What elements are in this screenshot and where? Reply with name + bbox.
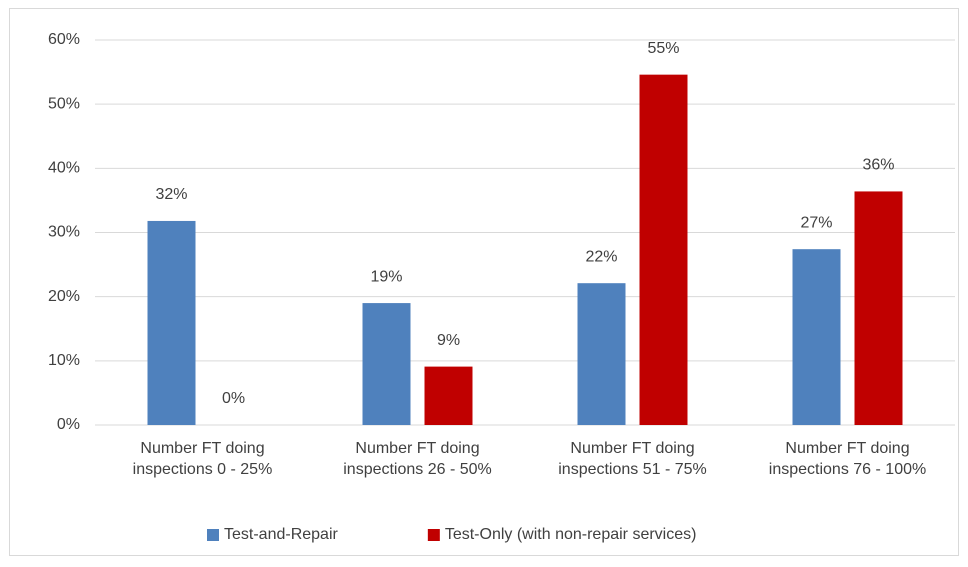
bar (577, 283, 626, 425)
bar (792, 249, 841, 425)
x-tick-label: Number FT doing inspections 26 - 50% (343, 440, 492, 478)
bar (362, 303, 411, 425)
data-label: 36% (862, 157, 894, 174)
x-tick-label: Number FT doing inspections 51 - 75% (558, 440, 707, 478)
data-label: 22% (585, 248, 617, 265)
x-tick-label: Number FT doing inspections 76 - 100% (768, 440, 927, 478)
bar (854, 191, 903, 425)
y-tick-label: 40% (48, 160, 80, 177)
data-label: 19% (370, 268, 402, 285)
data-label: 9% (437, 332, 460, 349)
legend-label: Test-Only (with non-repair services) (445, 526, 697, 543)
y-tick-label: 50% (48, 95, 80, 112)
data-label: 32% (155, 186, 187, 203)
y-tick-label: 30% (48, 224, 80, 241)
bar (147, 220, 196, 425)
y-tick-label: 10% (48, 352, 80, 369)
data-label: 55% (647, 40, 679, 57)
bar (424, 366, 473, 425)
y-tick-label: 0% (57, 416, 80, 433)
x-tick-label: Number FT doing inspections 0 - 25% (132, 440, 273, 478)
legend-swatch (207, 529, 219, 541)
legend-label: Test-and-Repair (224, 526, 339, 543)
y-tick-label: 20% (48, 288, 80, 305)
data-label: 27% (800, 214, 832, 231)
data-label: 0% (222, 390, 245, 407)
legend-swatch (427, 529, 440, 541)
bar (639, 74, 688, 426)
y-tick-label: 60% (48, 31, 80, 48)
